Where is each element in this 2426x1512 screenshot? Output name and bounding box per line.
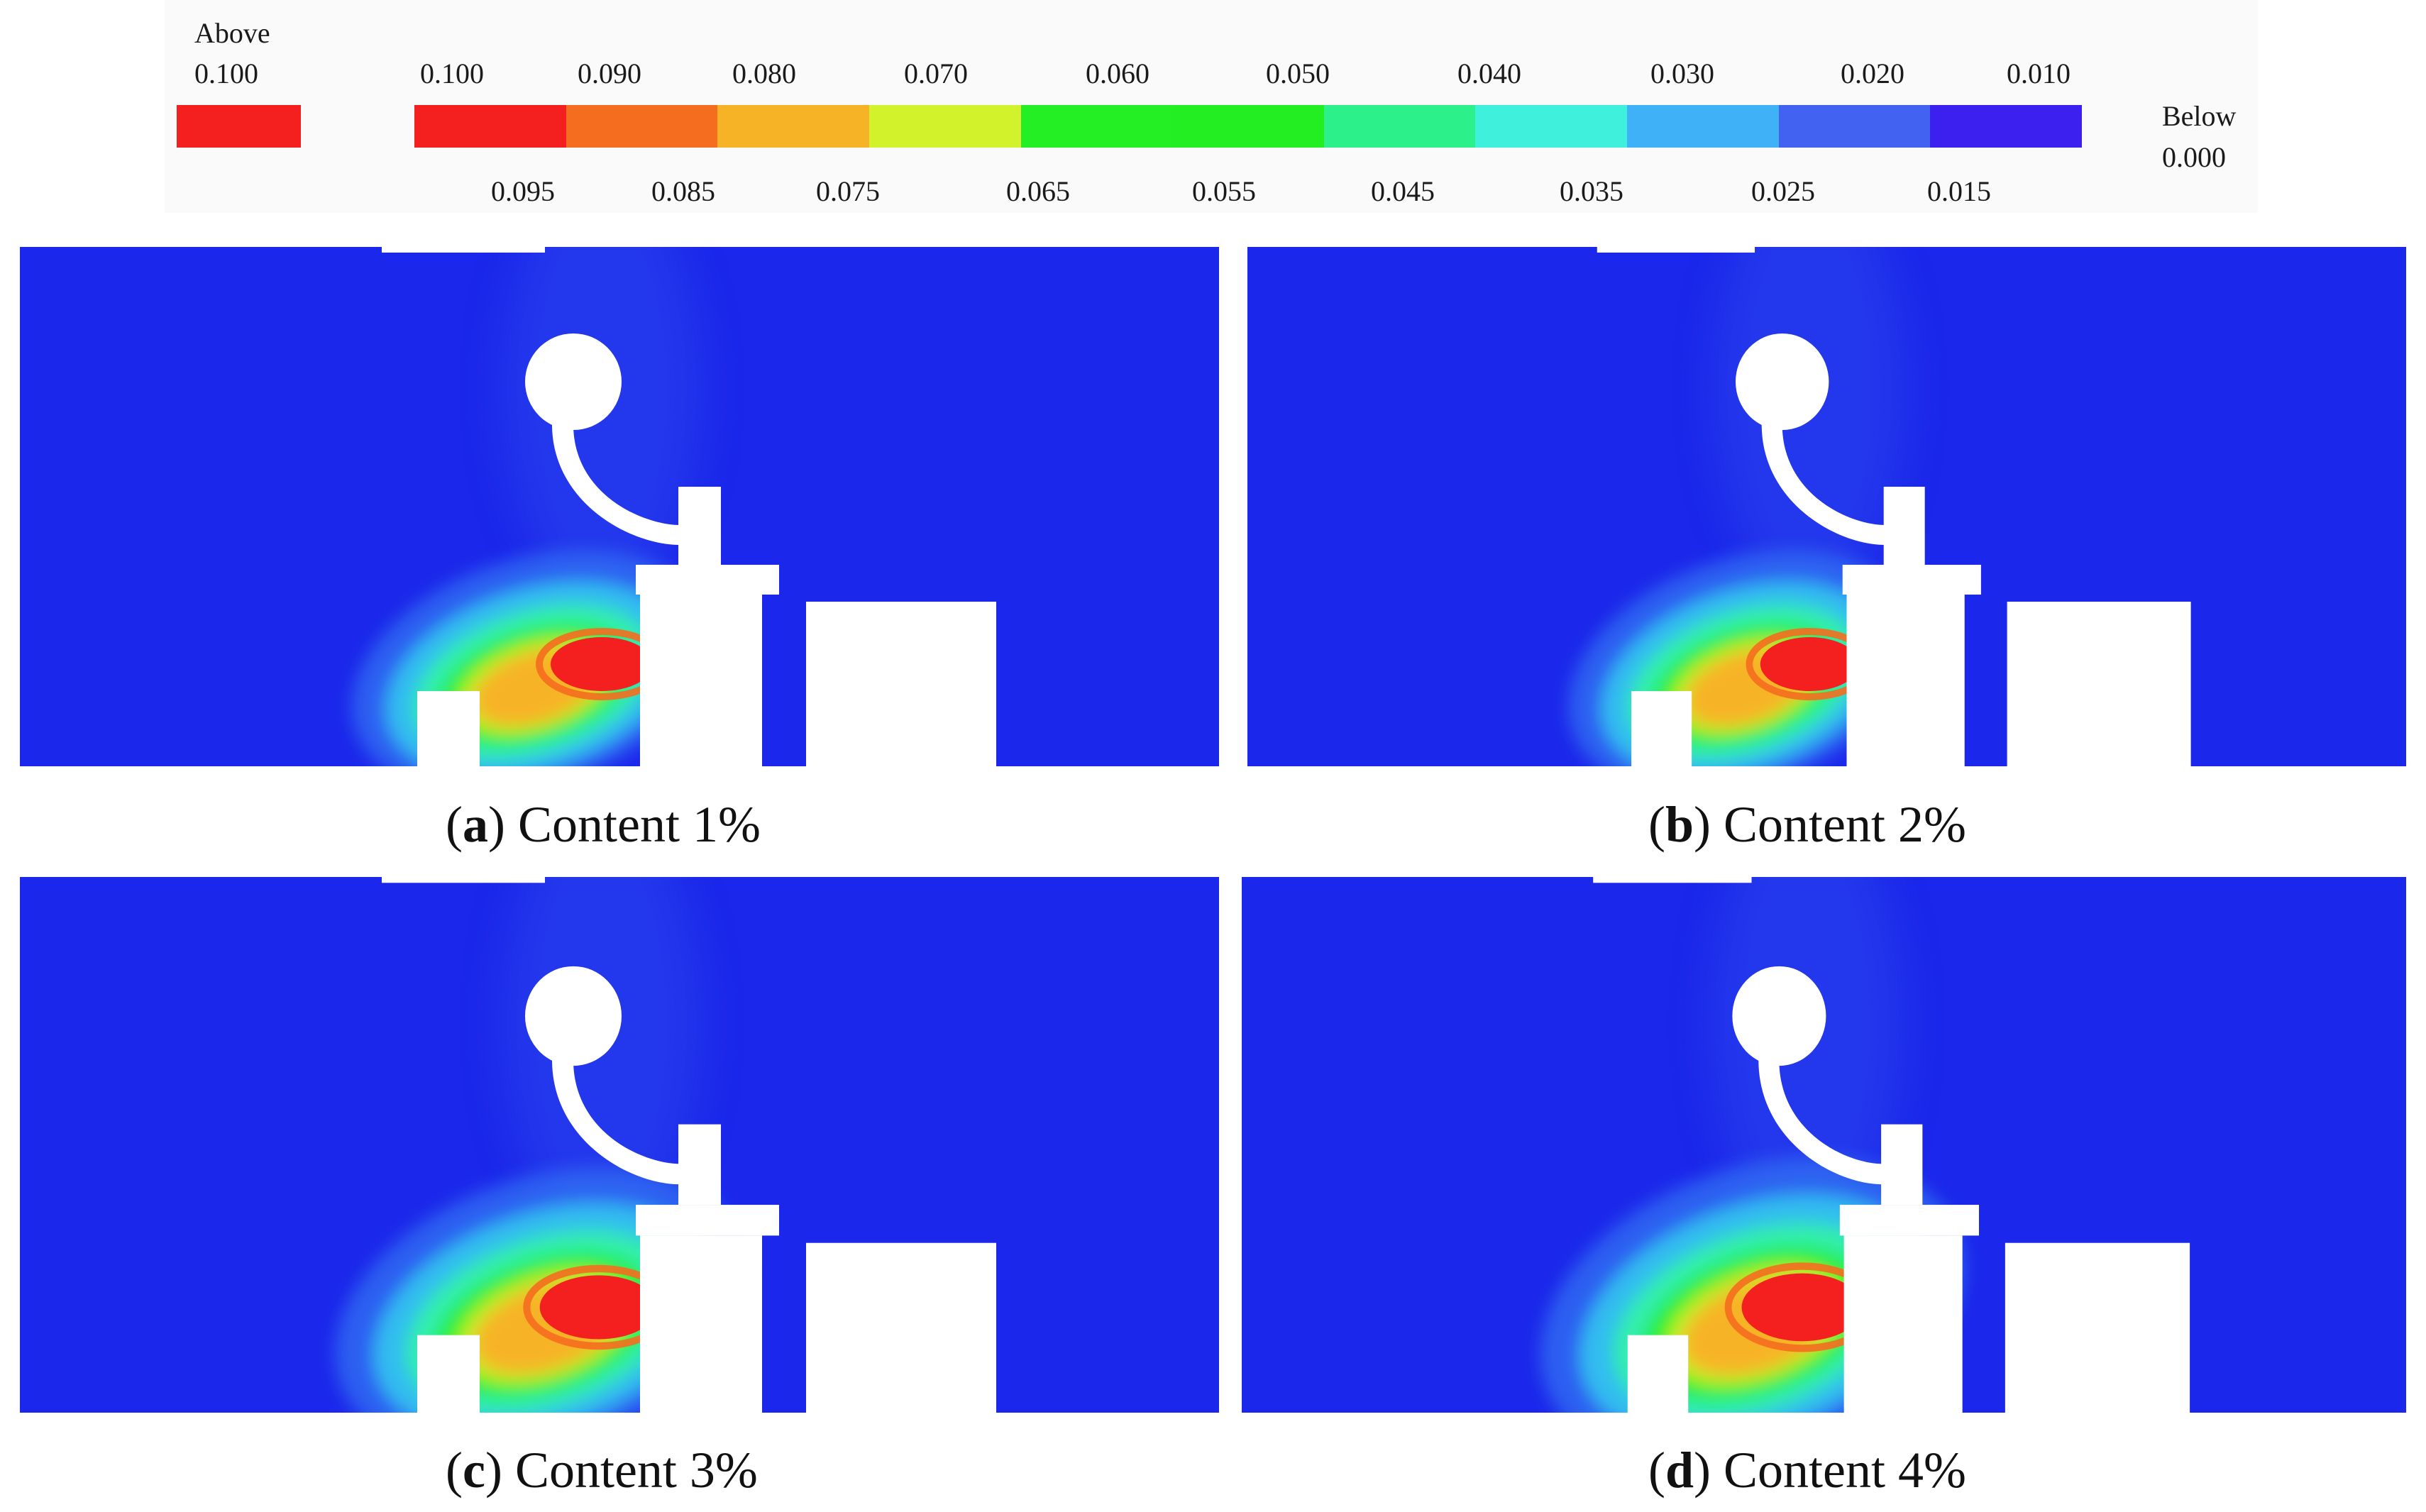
legend-top-label: 0.010: [2007, 57, 2071, 89]
contour-panel-a: [20, 247, 1219, 766]
legend-top-label: 0.080: [732, 57, 796, 89]
bent-pipe: [1758, 1059, 1883, 1185]
pipe-flange: [1883, 487, 1925, 565]
pipe-flange: [1881, 1124, 1923, 1205]
top-inlet: [382, 247, 545, 253]
valve-cap: [1839, 1205, 1979, 1236]
colorbar-segment: [1323, 105, 1476, 148]
high-concentration-core: [1760, 637, 1859, 691]
legend-top-label: 0.070: [904, 57, 968, 89]
legend-top-label: 0.030: [1650, 57, 1714, 89]
legend-below-label: Below: [2162, 100, 2237, 132]
colorbar-segment: [1627, 105, 1779, 148]
right-block: [2005, 1242, 2190, 1413]
colorbar-segment: [566, 105, 718, 148]
top-inlet: [1593, 877, 1752, 883]
legend-bottom-label: 0.035: [1560, 175, 1623, 207]
legend-bottom-label: 0.045: [1371, 175, 1435, 207]
valve-cap: [636, 1205, 779, 1236]
high-concentration-core: [539, 1275, 658, 1340]
legend-top-label: 0.020: [1841, 57, 1904, 89]
legend-bottom-label: 0.075: [816, 175, 880, 207]
contour-plot-c: [20, 877, 1219, 1413]
legend-bottom-label: 0.015: [1927, 175, 1991, 207]
legend-bottom-label: 0.065: [1006, 175, 1070, 207]
colorbar-segment: [414, 105, 566, 148]
legend-top-label: 0.060: [1086, 57, 1149, 89]
bent-pipe: [552, 1059, 680, 1185]
valve-cap: [1842, 565, 1981, 595]
colorbar-segment: [1930, 105, 2083, 148]
legend-colorbar: [414, 105, 2083, 148]
colorbar-segment: [1172, 105, 1324, 148]
right-block: [806, 602, 996, 766]
ball-valve: [1732, 966, 1826, 1066]
upper-diffusion: [1710, 877, 1904, 1243]
top-inlet: [382, 877, 545, 883]
legend-top-label: 0.040: [1457, 57, 1521, 89]
pipe-flange: [678, 1124, 721, 1205]
high-concentration-core: [551, 637, 653, 691]
right-block: [2007, 602, 2191, 766]
colorbar-segment: [717, 105, 869, 148]
contour-panel-d: [1242, 877, 2406, 1413]
panel-caption-d: (d) Content 4%: [1648, 1442, 1966, 1499]
bent-pipe: [1761, 424, 1885, 545]
legend-bottom-label: 0.055: [1192, 175, 1256, 207]
legend-above-label: Above: [194, 17, 270, 49]
legend-above-swatch: [177, 105, 301, 148]
legend-bottom-label: 0.025: [1751, 175, 1815, 207]
colorbar-segment: [1475, 105, 1628, 148]
colorbar-segment: [869, 105, 1021, 148]
upper-diffusion: [502, 247, 701, 602]
right-block: [806, 1242, 996, 1413]
panel-caption-b: (b) Content 2%: [1648, 796, 1966, 853]
valve-body: [1846, 595, 1965, 766]
valve-body: [640, 595, 762, 766]
contour-panel-c: [20, 877, 1219, 1413]
legend-bottom-label: 0.085: [651, 175, 715, 207]
high-concentration-core: [1741, 1273, 1863, 1342]
colorbar-segment: [1020, 105, 1173, 148]
contour-plot-d: [1242, 877, 2406, 1413]
ball-valve: [525, 966, 622, 1066]
legend-bottom-label: 0.095: [491, 175, 555, 207]
legend-top-label: 0.100: [420, 57, 484, 89]
left-block: [417, 1335, 480, 1413]
legend-top-label: 0.050: [1266, 57, 1330, 89]
panel-caption-a: (a) Content 1%: [446, 796, 761, 853]
valve-body: [1843, 1235, 1963, 1413]
top-inlet: [1597, 247, 1755, 253]
ball-valve: [525, 333, 622, 430]
valve-cap: [636, 565, 779, 595]
contour-panel-b: [1247, 247, 2406, 766]
left-block: [417, 691, 480, 766]
left-block: [1631, 691, 1692, 766]
valve-body: [640, 1235, 762, 1413]
ball-valve: [1735, 333, 1829, 430]
upper-diffusion: [1714, 247, 1906, 602]
colorbar-segment: [1778, 105, 1931, 148]
legend-below-value: 0.000: [2162, 141, 2226, 173]
pipe-flange: [678, 487, 721, 565]
panel-caption-c: (c) Content 3%: [446, 1442, 758, 1499]
legend-top-label: 0.090: [578, 57, 641, 89]
contour-plot-a: [20, 247, 1219, 766]
left-block: [1627, 1335, 1689, 1413]
legend-above-value: 0.100: [194, 57, 258, 89]
color-legend: Above 0.100 Below 0.000 0.100 0.090 0.080 0…: [165, 0, 2258, 213]
contour-plot-b: [1247, 247, 2406, 766]
upper-diffusion: [502, 877, 701, 1243]
bent-pipe: [552, 424, 680, 545]
